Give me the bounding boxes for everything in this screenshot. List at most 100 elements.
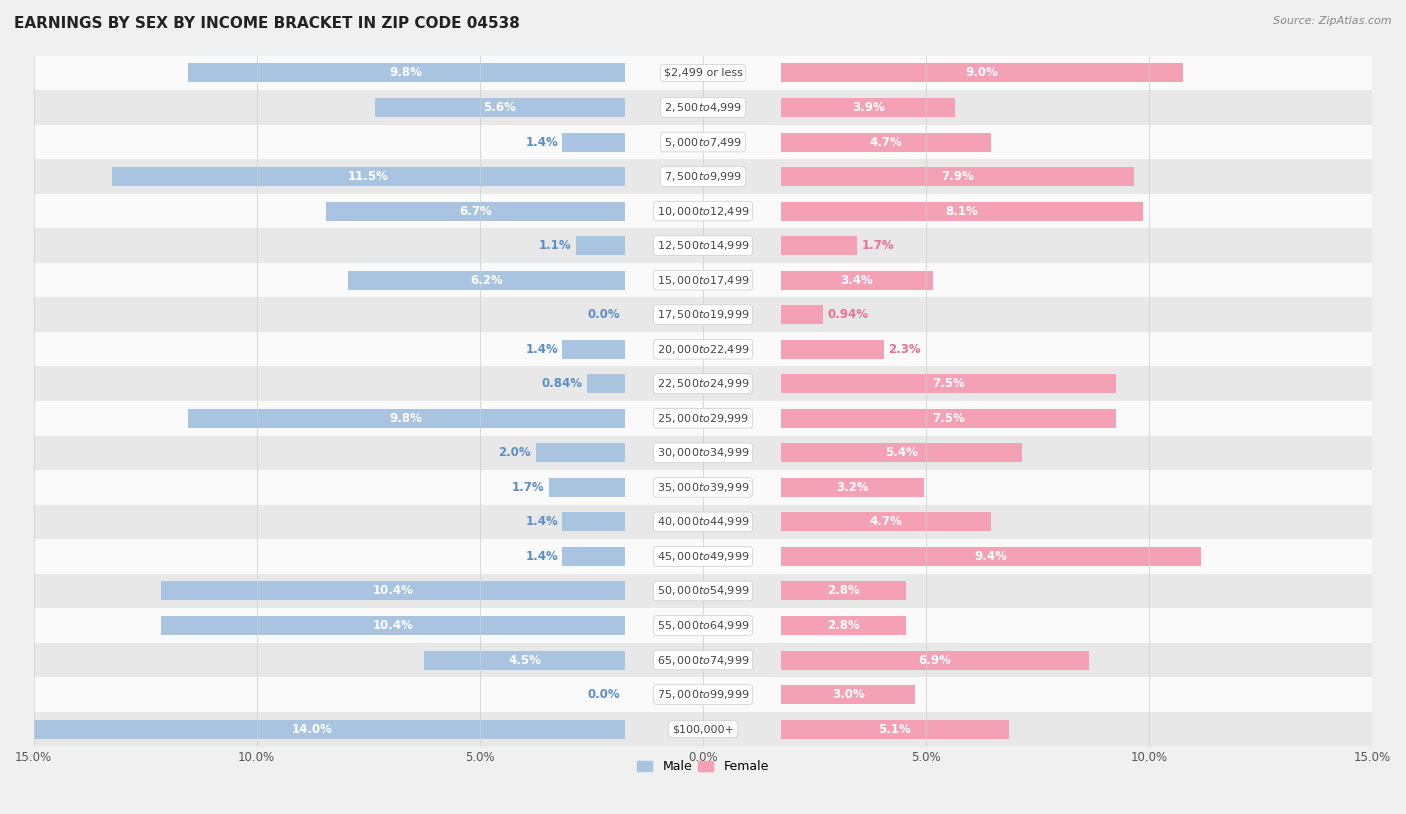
Text: 1.4%: 1.4% <box>526 515 558 528</box>
Bar <box>562 547 624 566</box>
Text: 4.5%: 4.5% <box>508 654 541 667</box>
Bar <box>782 167 1133 186</box>
Bar <box>588 374 624 393</box>
Text: 14.0%: 14.0% <box>292 723 333 736</box>
Bar <box>782 374 1116 393</box>
Bar <box>160 581 624 601</box>
Bar <box>782 236 858 255</box>
Text: 11.5%: 11.5% <box>347 170 388 183</box>
Legend: Male, Female: Male, Female <box>633 755 773 778</box>
Text: EARNINGS BY SEX BY INCOME BRACKET IN ZIP CODE 04538: EARNINGS BY SEX BY INCOME BRACKET IN ZIP… <box>14 16 520 31</box>
Bar <box>160 616 624 635</box>
Text: $17,500 to $19,999: $17,500 to $19,999 <box>657 309 749 322</box>
Text: 6.2%: 6.2% <box>470 274 503 287</box>
Bar <box>349 271 624 290</box>
Bar <box>34 55 1372 90</box>
Bar <box>536 444 624 462</box>
Text: 2.0%: 2.0% <box>499 446 531 459</box>
Bar <box>34 435 1372 470</box>
Bar <box>782 512 991 532</box>
Bar <box>111 167 624 186</box>
Text: 2.8%: 2.8% <box>827 619 860 632</box>
Text: 0.0%: 0.0% <box>588 688 620 701</box>
Text: 0.0%: 0.0% <box>588 309 620 322</box>
Bar <box>34 194 1372 229</box>
Text: $15,000 to $17,499: $15,000 to $17,499 <box>657 274 749 287</box>
Text: $100,000+: $100,000+ <box>672 724 734 734</box>
Bar <box>34 711 1372 746</box>
Bar <box>562 133 624 151</box>
Bar <box>34 366 1372 401</box>
Bar <box>782 547 1201 566</box>
Bar <box>782 720 1008 738</box>
Bar <box>34 263 1372 297</box>
Text: $25,000 to $29,999: $25,000 to $29,999 <box>657 412 749 425</box>
Text: 5.4%: 5.4% <box>886 446 918 459</box>
Bar <box>782 616 905 635</box>
Bar <box>576 236 624 255</box>
Text: 5.1%: 5.1% <box>879 723 911 736</box>
Bar <box>562 512 624 532</box>
Bar <box>782 581 905 601</box>
Bar <box>782 63 1182 82</box>
Bar <box>425 650 624 670</box>
Bar <box>34 332 1372 366</box>
Bar <box>34 677 1372 711</box>
Text: 2.3%: 2.3% <box>889 343 921 356</box>
Bar <box>0 720 624 738</box>
Bar <box>782 478 924 497</box>
Text: 0.94%: 0.94% <box>828 309 869 322</box>
Bar <box>34 90 1372 125</box>
Text: 4.7%: 4.7% <box>869 515 903 528</box>
Text: $55,000 to $64,999: $55,000 to $64,999 <box>657 619 749 632</box>
Text: 1.7%: 1.7% <box>862 239 894 252</box>
Bar <box>326 202 624 221</box>
Text: $2,499 or less: $2,499 or less <box>664 68 742 78</box>
Bar <box>782 202 1143 221</box>
Bar <box>782 339 884 359</box>
Text: 6.7%: 6.7% <box>458 204 492 217</box>
Text: $75,000 to $99,999: $75,000 to $99,999 <box>657 688 749 701</box>
Text: 10.4%: 10.4% <box>373 584 413 597</box>
Bar <box>34 125 1372 160</box>
Text: 7.5%: 7.5% <box>932 377 965 390</box>
Text: 1.4%: 1.4% <box>526 136 558 148</box>
Text: 1.1%: 1.1% <box>538 239 571 252</box>
Bar <box>34 401 1372 435</box>
Bar <box>34 470 1372 505</box>
Bar <box>34 643 1372 677</box>
Text: $2,500 to $4,999: $2,500 to $4,999 <box>664 101 742 114</box>
Bar <box>34 505 1372 539</box>
Text: 1.7%: 1.7% <box>512 481 544 494</box>
Text: $45,000 to $49,999: $45,000 to $49,999 <box>657 550 749 563</box>
Text: 3.2%: 3.2% <box>837 481 869 494</box>
Text: $12,500 to $14,999: $12,500 to $14,999 <box>657 239 749 252</box>
Text: $65,000 to $74,999: $65,000 to $74,999 <box>657 654 749 667</box>
Text: $50,000 to $54,999: $50,000 to $54,999 <box>657 584 749 597</box>
Text: 10.4%: 10.4% <box>373 619 413 632</box>
Text: 5.6%: 5.6% <box>484 101 516 114</box>
Bar <box>782 409 1116 428</box>
Bar <box>782 133 991 151</box>
Text: 9.8%: 9.8% <box>389 67 423 80</box>
Text: 7.9%: 7.9% <box>941 170 974 183</box>
Bar <box>782 685 915 704</box>
Text: 3.9%: 3.9% <box>852 101 884 114</box>
Text: 7.5%: 7.5% <box>932 412 965 425</box>
Bar <box>782 650 1090 670</box>
Text: $7,500 to $9,999: $7,500 to $9,999 <box>664 170 742 183</box>
Bar <box>782 305 823 324</box>
Bar <box>34 539 1372 574</box>
Text: 2.8%: 2.8% <box>827 584 860 597</box>
Bar <box>34 574 1372 608</box>
Bar <box>548 478 624 497</box>
Bar <box>34 160 1372 194</box>
Text: 6.9%: 6.9% <box>918 654 952 667</box>
Bar <box>782 98 955 117</box>
Text: 9.4%: 9.4% <box>974 550 1007 563</box>
Text: $22,500 to $24,999: $22,500 to $24,999 <box>657 377 749 390</box>
Text: 4.7%: 4.7% <box>869 136 903 148</box>
Text: 1.4%: 1.4% <box>526 550 558 563</box>
Text: $35,000 to $39,999: $35,000 to $39,999 <box>657 481 749 494</box>
Text: $5,000 to $7,499: $5,000 to $7,499 <box>664 136 742 148</box>
